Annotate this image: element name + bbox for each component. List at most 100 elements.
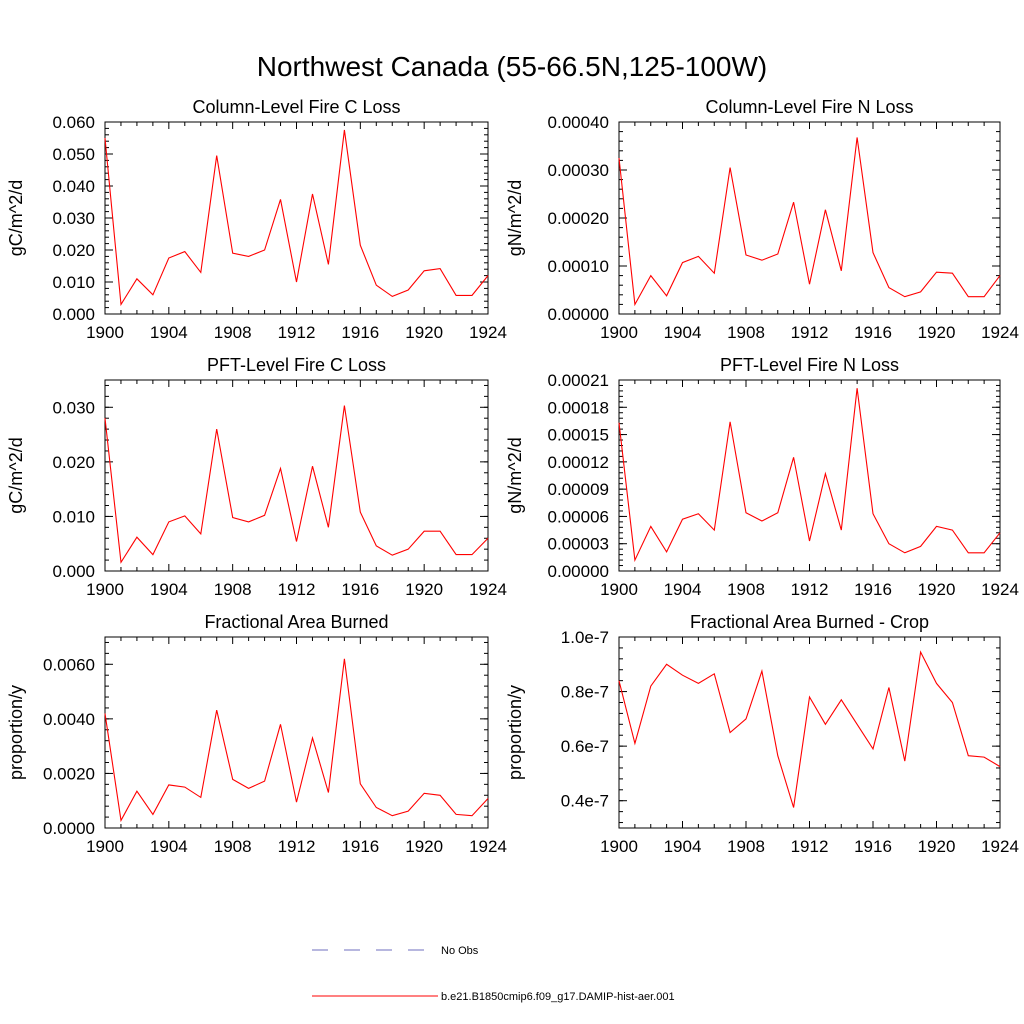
y-tick-label: 0.00021 [548, 371, 609, 390]
y-tick-label: 0.030 [52, 398, 95, 417]
plot-frame [618, 121, 1001, 315]
x-tick-label: 1920 [405, 580, 443, 599]
series-line [104, 129, 489, 307]
x-tick-label: 1900 [86, 837, 124, 856]
x-tick-label: 1908 [727, 837, 765, 856]
chart-panel-2: Column-Level Fire N Loss gN/m^2/d 1900 1904… [505, 97, 1019, 342]
panel-title: Fractional Area Burned [204, 612, 388, 632]
x-tick-label: 1912 [791, 837, 829, 856]
x-tick-label: 1916 [341, 580, 379, 599]
y-tick-label: 0.030 [52, 209, 95, 228]
x-tick-label: 1924 [469, 323, 507, 342]
panel-title: PFT-Level Fire C Loss [207, 355, 386, 375]
x-tick-label: 1912 [278, 580, 316, 599]
x-tick-label: 1920 [405, 323, 443, 342]
x-tick-label: 1904 [664, 837, 702, 856]
y-tick-label: 0.020 [52, 241, 95, 260]
x-tick-label: 1916 [854, 580, 892, 599]
y-tick-label: 0.4e-7 [561, 792, 609, 811]
y-tick-label: 0.00015 [548, 426, 609, 445]
chart-panels: Column-Level Fire C Loss gC/m^2/d 1900 1904… [6, 97, 1019, 856]
y-tick-label: 0.00000 [548, 305, 609, 324]
y-tick-label: 0.00040 [548, 113, 609, 132]
x-tick-label: 1916 [341, 323, 379, 342]
panel-title: Column-Level Fire C Loss [192, 97, 400, 117]
plot-frame [104, 636, 489, 829]
x-tick-label: 1900 [600, 837, 638, 856]
y-tick-label: 1.0e-7 [561, 628, 609, 647]
x-tick-label: 1900 [600, 580, 638, 599]
x-tick-label: 1920 [918, 580, 956, 599]
series-line [104, 658, 489, 823]
y-tick-label: 0.0040 [43, 710, 95, 729]
y-tick-label: 0.00006 [548, 507, 609, 526]
figure-title: Northwest Canada (55-66.5N,125-100W) [257, 51, 767, 82]
legend-label: b.e21.B1850cmip6.f09_g17.DAMIP-hist-aer.… [441, 991, 675, 1003]
chart-panel-4: PFT-Level Fire N Loss gN/m^2/d 1900 1904 190… [505, 355, 1019, 599]
x-tick-label: 1924 [469, 580, 507, 599]
plot-frame [104, 121, 489, 315]
x-tick-label: 1920 [918, 323, 956, 342]
y-axis-label: proportion/y [6, 685, 26, 780]
series-line [618, 388, 1001, 563]
x-tick-label: 1908 [727, 323, 765, 342]
x-tick-label: 1904 [664, 580, 702, 599]
chart-panel-3: PFT-Level Fire C Loss gC/m^2/d 1900 1904 190… [6, 355, 507, 599]
x-tick-label: 1900 [86, 580, 124, 599]
x-tick-label: 1904 [664, 323, 702, 342]
y-tick-label: 0.00003 [548, 535, 609, 554]
y-tick-label: 0.00012 [548, 453, 609, 472]
y-tick-label: 0.00009 [548, 480, 609, 499]
y-tick-label: 0.000 [52, 562, 95, 581]
y-tick-label: 0.00030 [548, 161, 609, 180]
y-tick-label: 0.0020 [43, 764, 95, 783]
x-tick-label: 1900 [600, 323, 638, 342]
panel-title: PFT-Level Fire N Loss [720, 355, 899, 375]
x-tick-label: 1900 [86, 323, 124, 342]
x-tick-label: 1908 [214, 580, 252, 599]
x-tick-label: 1908 [214, 323, 252, 342]
y-tick-label: 0.00000 [548, 562, 609, 581]
y-tick-label: 0.00018 [548, 398, 609, 417]
y-tick-label: 0.00010 [548, 257, 609, 276]
y-axis-label: gN/m^2/d [505, 180, 525, 256]
x-tick-label: 1924 [981, 323, 1019, 342]
y-tick-label: 0.000 [52, 305, 95, 324]
x-tick-label: 1924 [469, 837, 507, 856]
y-tick-label: 0.00020 [548, 209, 609, 228]
x-tick-label: 1916 [854, 323, 892, 342]
x-tick-label: 1920 [918, 837, 956, 856]
y-tick-label: 0.060 [52, 113, 95, 132]
chart-panel-1: Column-Level Fire C Loss gC/m^2/d 1900 1904… [6, 97, 507, 342]
y-axis-label: gC/m^2/d [6, 180, 26, 256]
plot-frame [104, 379, 489, 572]
y-tick-label: 0.020 [52, 453, 95, 472]
x-tick-label: 1912 [791, 580, 829, 599]
series-line [104, 405, 489, 564]
y-axis-label: proportion/y [505, 685, 525, 780]
series-line [618, 137, 1001, 307]
y-tick-label: 0.050 [52, 145, 95, 164]
y-tick-label: 0.6e-7 [561, 737, 609, 756]
plot-frame [618, 636, 1001, 829]
x-tick-label: 1912 [278, 323, 316, 342]
legend-label: No Obs [441, 945, 479, 957]
y-tick-label: 0.010 [52, 273, 95, 292]
x-tick-label: 1912 [791, 323, 829, 342]
chart-panel-5: Fractional Area Burned proportion/y 1900 19… [6, 612, 507, 856]
legend: No Obs b.e21.B1850cmip6.f09_g17.DAMIP-his… [312, 945, 675, 1003]
y-axis-label: gC/m^2/d [6, 437, 26, 513]
x-tick-label: 1904 [150, 580, 188, 599]
x-tick-label: 1920 [405, 837, 443, 856]
x-tick-label: 1916 [854, 837, 892, 856]
x-tick-label: 1916 [341, 837, 379, 856]
chart-panel-6: Fractional Area Burned - Crop proportion/… [505, 612, 1019, 856]
x-tick-label: 1924 [981, 580, 1019, 599]
y-tick-label: 0.8e-7 [561, 683, 609, 702]
x-tick-label: 1904 [150, 323, 188, 342]
x-tick-label: 1912 [278, 837, 316, 856]
panel-title: Fractional Area Burned - Crop [690, 612, 929, 632]
y-tick-label: 0.010 [52, 507, 95, 526]
x-tick-label: 1908 [214, 837, 252, 856]
